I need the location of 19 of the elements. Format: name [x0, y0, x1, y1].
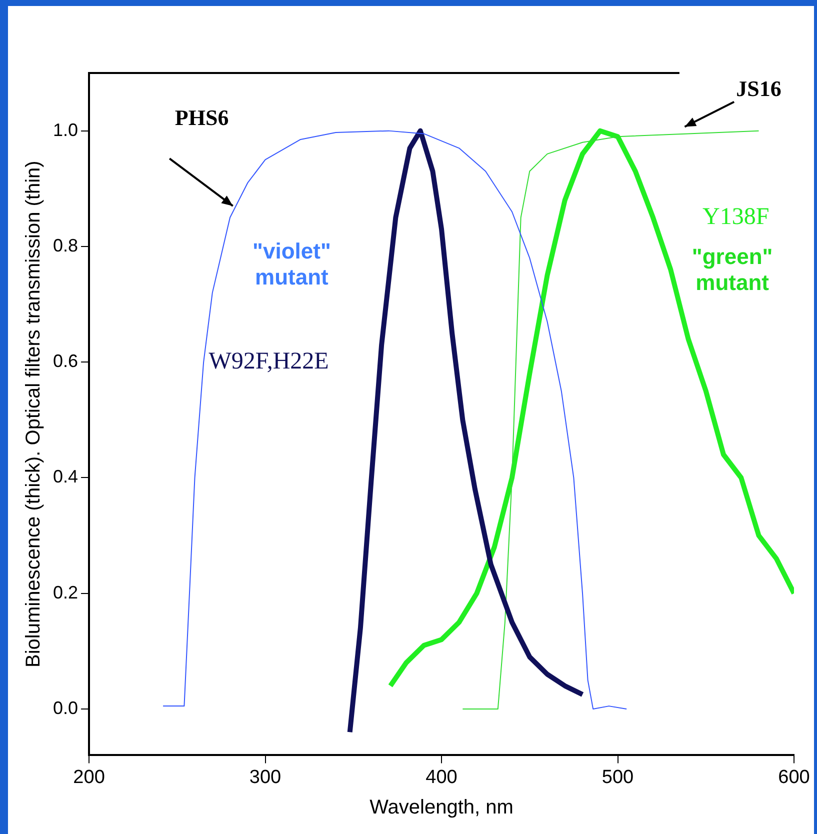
annotation: "green" mutant [692, 244, 773, 296]
y-tick-label: 0.6 [52, 351, 78, 372]
y-tick-label: 0.2 [52, 582, 78, 602]
text: W92F,H22E [208, 348, 329, 374]
annotation: "violet" mutant [252, 238, 331, 290]
y-tick-label: 1.0 [52, 120, 78, 140]
y-axis-title: Bioluminescence (thick). Optical filters transmission (thin) [22, 160, 45, 668]
series-label: JS16 [736, 76, 782, 102]
x-tick-label: 300 [249, 766, 282, 788]
x-tick-label: 600 [778, 766, 810, 788]
y-tick-label: 0.0 [52, 698, 78, 718]
y-tick-label: 0.4 [52, 466, 78, 487]
x-axis-title: Wavelength, nm [370, 796, 514, 819]
series-label: Y138F [702, 204, 770, 230]
x-tick-label: 500 [602, 766, 634, 788]
x-tick-label: 400 [426, 766, 458, 788]
y-tick-label: 0.8 [52, 235, 78, 256]
x-tick-label: 200 [73, 766, 105, 788]
text: PHS6 [174, 104, 229, 130]
